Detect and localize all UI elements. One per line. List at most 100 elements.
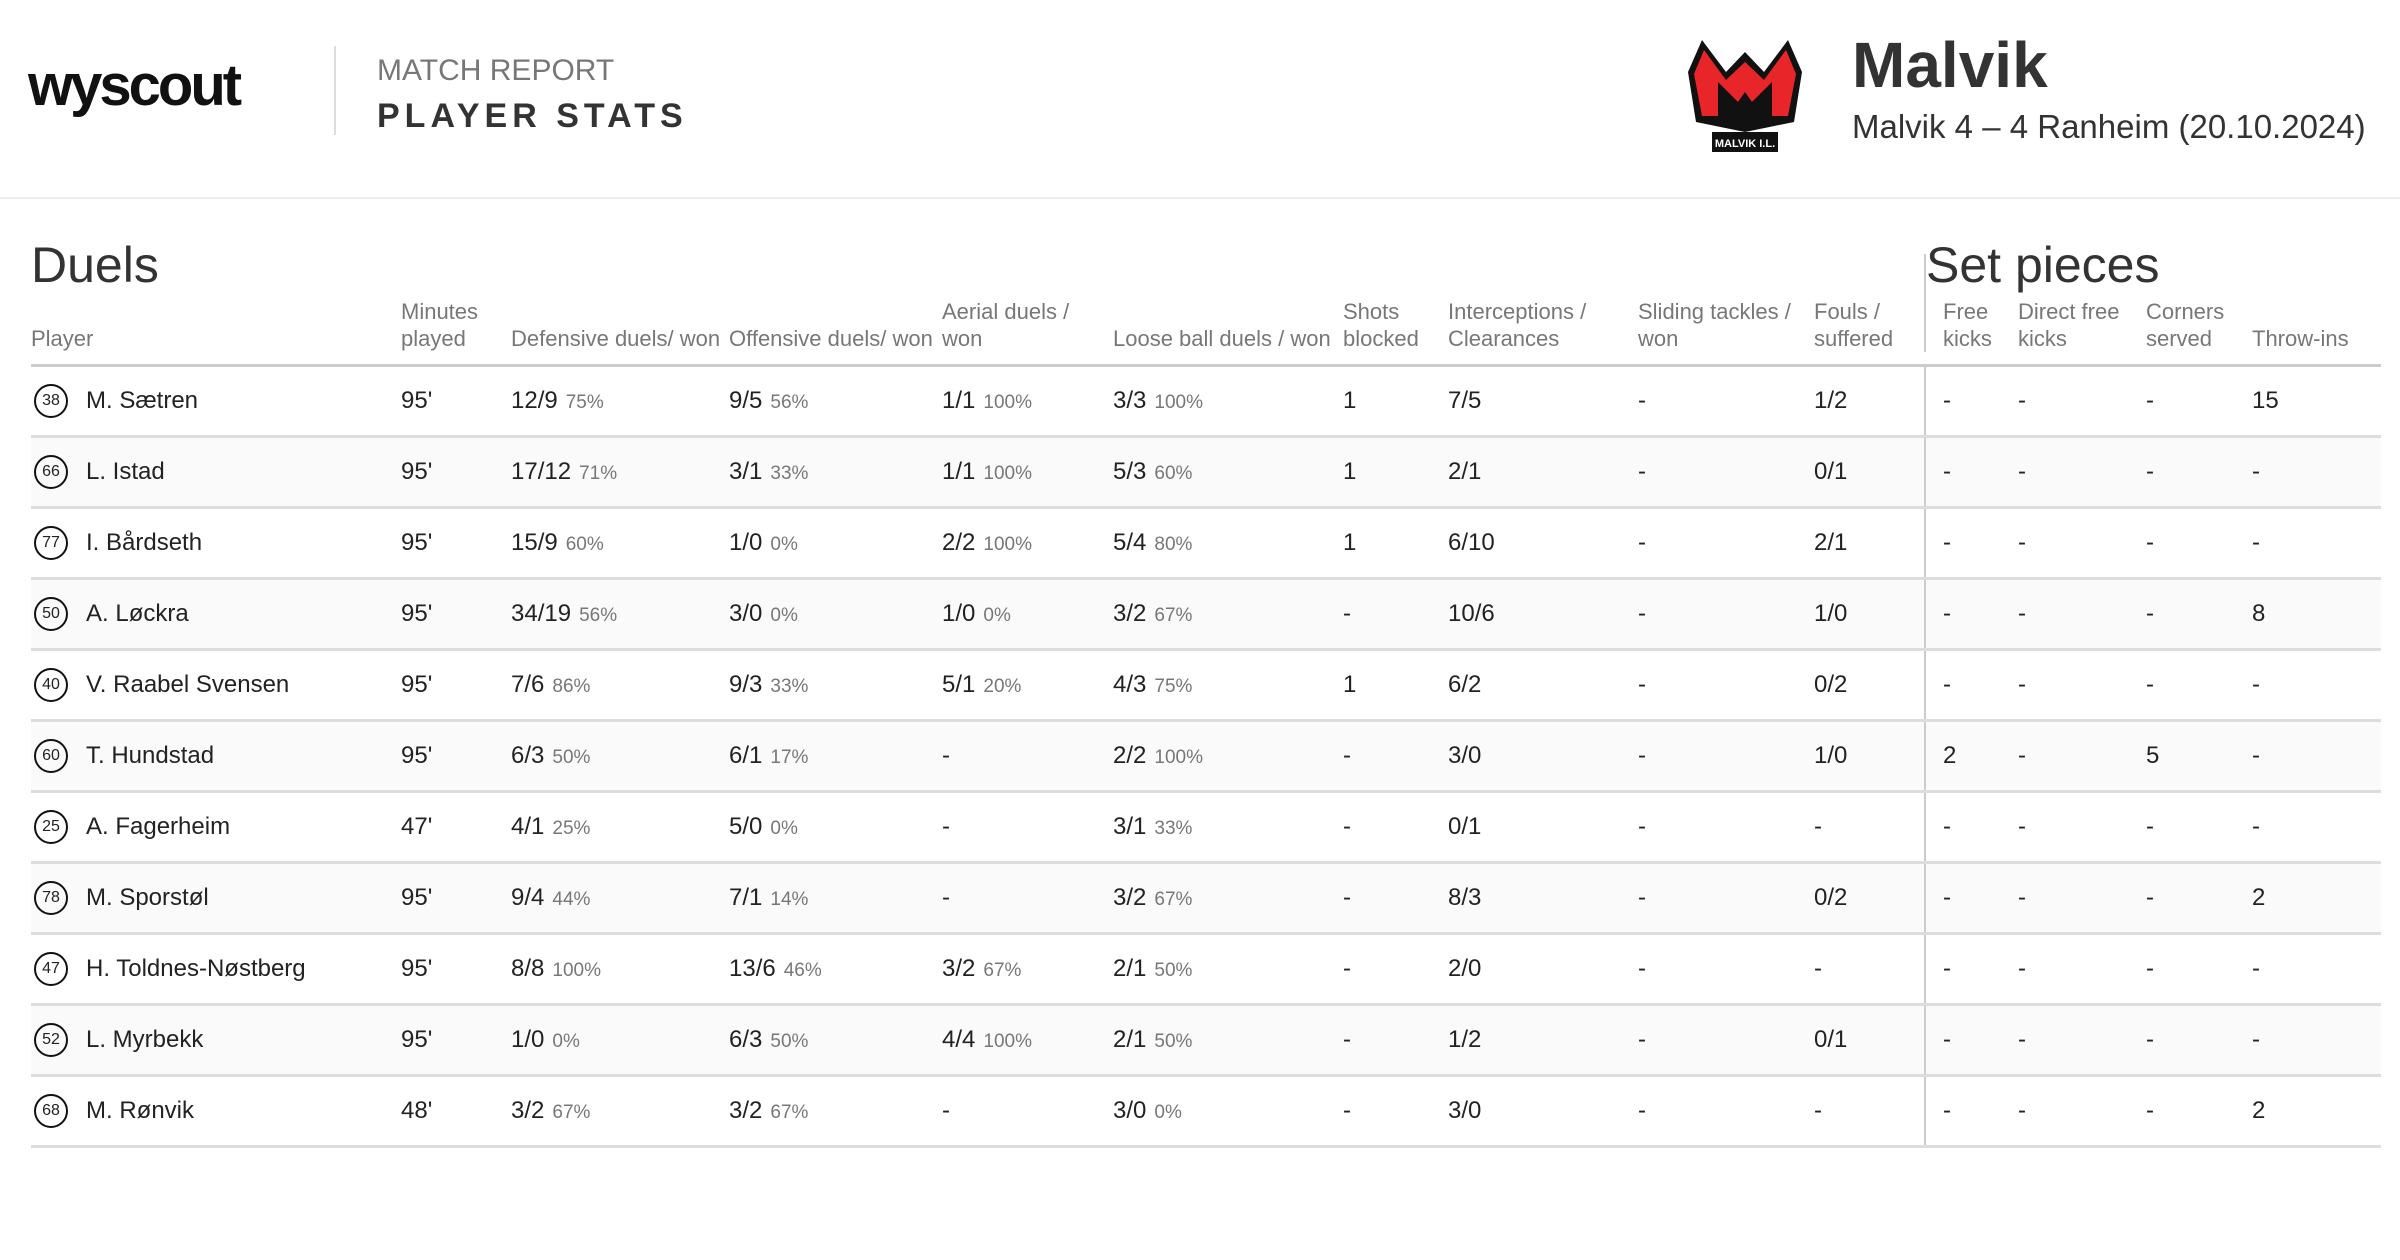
stat-cell-dfk: - [2018,458,2026,485]
table-row[interactable]: 38 M. Sætren 95' 12/9 75% 9/5 56% 1/1 100% 3/3 100… [31,367,2381,438]
stat-cell-aer: 2/2 100% [942,529,1113,557]
column-header[interactable]: Corners served [2146,299,2225,351]
stat-cell-def: 34/19 56% [511,600,729,628]
column-header[interactable]: Offensive duels/ won [729,326,933,351]
stat-cell-thr: - [2252,1026,2260,1053]
stat-percent: 0% [1154,1102,1182,1123]
stat-cell-corn: - [2146,884,2154,911]
stat-percent: 67% [983,960,1022,981]
column-header[interactable]: Throw-ins [2252,326,2349,351]
stat-cell-thr: - [2252,671,2260,698]
stat-cell-slid: - [1638,955,1646,982]
player-name[interactable]: M. Sætren [86,387,199,414]
table-row[interactable]: 60 T. Hundstad 95' 6/3 50% 6/1 17% - 2/2 100% - 3/0… [31,722,2381,793]
stat-cell-fouls: - [1814,955,1822,982]
table-row[interactable]: 25 A. Fagerheim 47' 4/1 25% 5/0 0% - 3/1 33% - 0/1 -… [31,793,2381,864]
stat-percent: 60% [565,534,604,555]
stat-value: 3/2 [1113,884,1147,911]
divider [334,46,336,135]
player-name[interactable]: A. Fagerheim [86,813,231,840]
column-header[interactable]: Loose ball duels / won [1113,326,1331,351]
player-name[interactable]: A. Løckra [86,600,189,627]
column-header[interactable]: Fouls / suffered [1814,299,1894,351]
stat-cell-def: 15/9 60% [511,529,729,557]
table-row[interactable]: 77 I. Bårdseth 95' 15/9 60% 1/0 0% 2/2 100% 5/4 80… [31,509,2381,580]
player-cell: 66 L. Istad [31,455,401,489]
stat-value: 3/0 [1113,1097,1147,1124]
stat-percent: 60% [1154,463,1193,484]
stat-value: 1/0 [729,529,763,556]
stat-value: 8/8 [511,955,545,982]
stat-cell-off: 6/1 17% [729,742,942,770]
player-name[interactable]: M. Sporstøl [86,884,209,911]
stat-value: 13/6 [729,955,776,982]
player-name[interactable]: T. Hundstad [86,742,215,769]
stat-cell-def: 3/2 67% [511,1097,729,1125]
stat-percent: 75% [565,392,604,413]
duels-title: Duels [31,237,159,293]
jersey-number-badge: 60 [34,739,68,773]
stat-cell-dfk: - [2018,387,2026,414]
player-cell: 52 L. Myrbekk [31,1023,401,1057]
stat-cell-min: 95' [401,387,433,414]
stat-value: 12/9 [511,387,558,414]
table-row[interactable]: 66 L. Istad 95' 17/12 71% 3/1 33% 1/1 100% 5/3 60%… [31,438,2381,509]
stat-percent: 71% [579,463,618,484]
stat-cell-def: 8/8 100% [511,955,729,983]
stat-cell-fk: - [1924,864,2018,932]
player-name[interactable]: I. Bårdseth [86,529,203,556]
stat-cell-shots: 1 [1343,529,1357,556]
player-cell: 78 M. Sporstøl [31,881,401,915]
stat-value: - [942,813,950,840]
stat-percent: 100% [983,534,1032,555]
stat-cell-aer: 4/4 100% [942,1026,1113,1054]
stat-cell-loose: 2/1 50% [1113,1026,1343,1054]
jersey-number-badge: 25 [34,810,68,844]
stat-cell-thr: - [2252,813,2260,840]
table-row[interactable]: 50 A. Løckra 95' 34/19 56% 3/0 0% 1/0 0% 3/2 67% - 1… [31,580,2381,651]
table-row[interactable]: 68 M. Rønvik 48' 3/2 67% 3/2 67% -3/0 0% -3/0- - - -… [31,1077,2381,1148]
table-row[interactable]: 78 M. Sporstøl 95' 9/4 44% 7/1 14% - 3/2 67% - 8/3 -… [31,864,2381,935]
column-header[interactable]: Player [31,326,94,351]
column-header[interactable]: Free kicks [1924,254,2018,352]
stat-value: 2/2 [942,529,976,556]
stat-cell-thr: - [2252,955,2260,982]
stat-value: 4/4 [942,1026,976,1053]
table-row[interactable]: 52 L. Myrbekk 95' 1/0 0% 6/3 50% 4/4 100% 2/1 50% -… [31,1006,2381,1077]
table-row[interactable]: 40 V. Raabel Svensen 95' 7/6 86% 9/3 33% 5/1 20%… [31,651,2381,722]
column-header[interactable]: Interceptions / Clearances [1448,299,1587,351]
stat-percent: 67% [552,1102,591,1123]
column-header[interactable]: Minutes played [401,299,479,351]
column-header[interactable]: Aerial duels / won [942,299,1070,351]
stat-cell-int: 1/2 [1448,1026,1482,1053]
table-row[interactable]: 47 H. Toldnes-Nøstberg 95' 8/8 100% 13/6 46% 3/… [31,935,2381,1006]
player-name[interactable]: L. Myrbekk [86,1026,204,1053]
stat-cell-fk: - [1924,580,2018,648]
player-name[interactable]: L. Istad [86,458,165,485]
stat-cell-fk: - [1924,1077,2018,1145]
stat-percent: 100% [552,960,601,981]
stat-value: 3/2 [729,1097,763,1124]
stat-cell-int: 0/1 [1448,813,1482,840]
player-name[interactable]: M. Rønvik [86,1097,194,1124]
stat-cell-thr: 2 [2252,1097,2266,1124]
stat-percent: 33% [770,463,809,484]
stat-cell-slid: - [1638,813,1646,840]
column-header[interactable]: Shots blocked [1343,299,1419,351]
player-name[interactable]: H. Toldnes-Nøstberg [86,955,306,982]
stat-cell-min: 95' [401,955,433,982]
column-header[interactable]: Defensive duels/ won [511,326,721,351]
stat-value: 15/9 [511,529,558,556]
stat-cell-int: 3/0 [1448,742,1482,769]
stat-cell-min: 95' [401,529,433,556]
stat-value: 3/2 [1113,600,1147,627]
player-name[interactable]: V. Raabel Svensen [86,671,290,698]
column-header[interactable]: Direct free kicks [2018,299,2120,351]
stat-value: 7/6 [511,671,545,698]
player-cell: 60 T. Hundstad [31,739,401,773]
stat-cell-def: 4/1 25% [511,813,729,841]
stat-value: 6/3 [511,742,545,769]
column-header[interactable]: Sliding tackles / won [1638,299,1791,351]
stat-cell-thr: - [2252,458,2260,485]
player-cell: 25 A. Fagerheim [31,810,401,844]
